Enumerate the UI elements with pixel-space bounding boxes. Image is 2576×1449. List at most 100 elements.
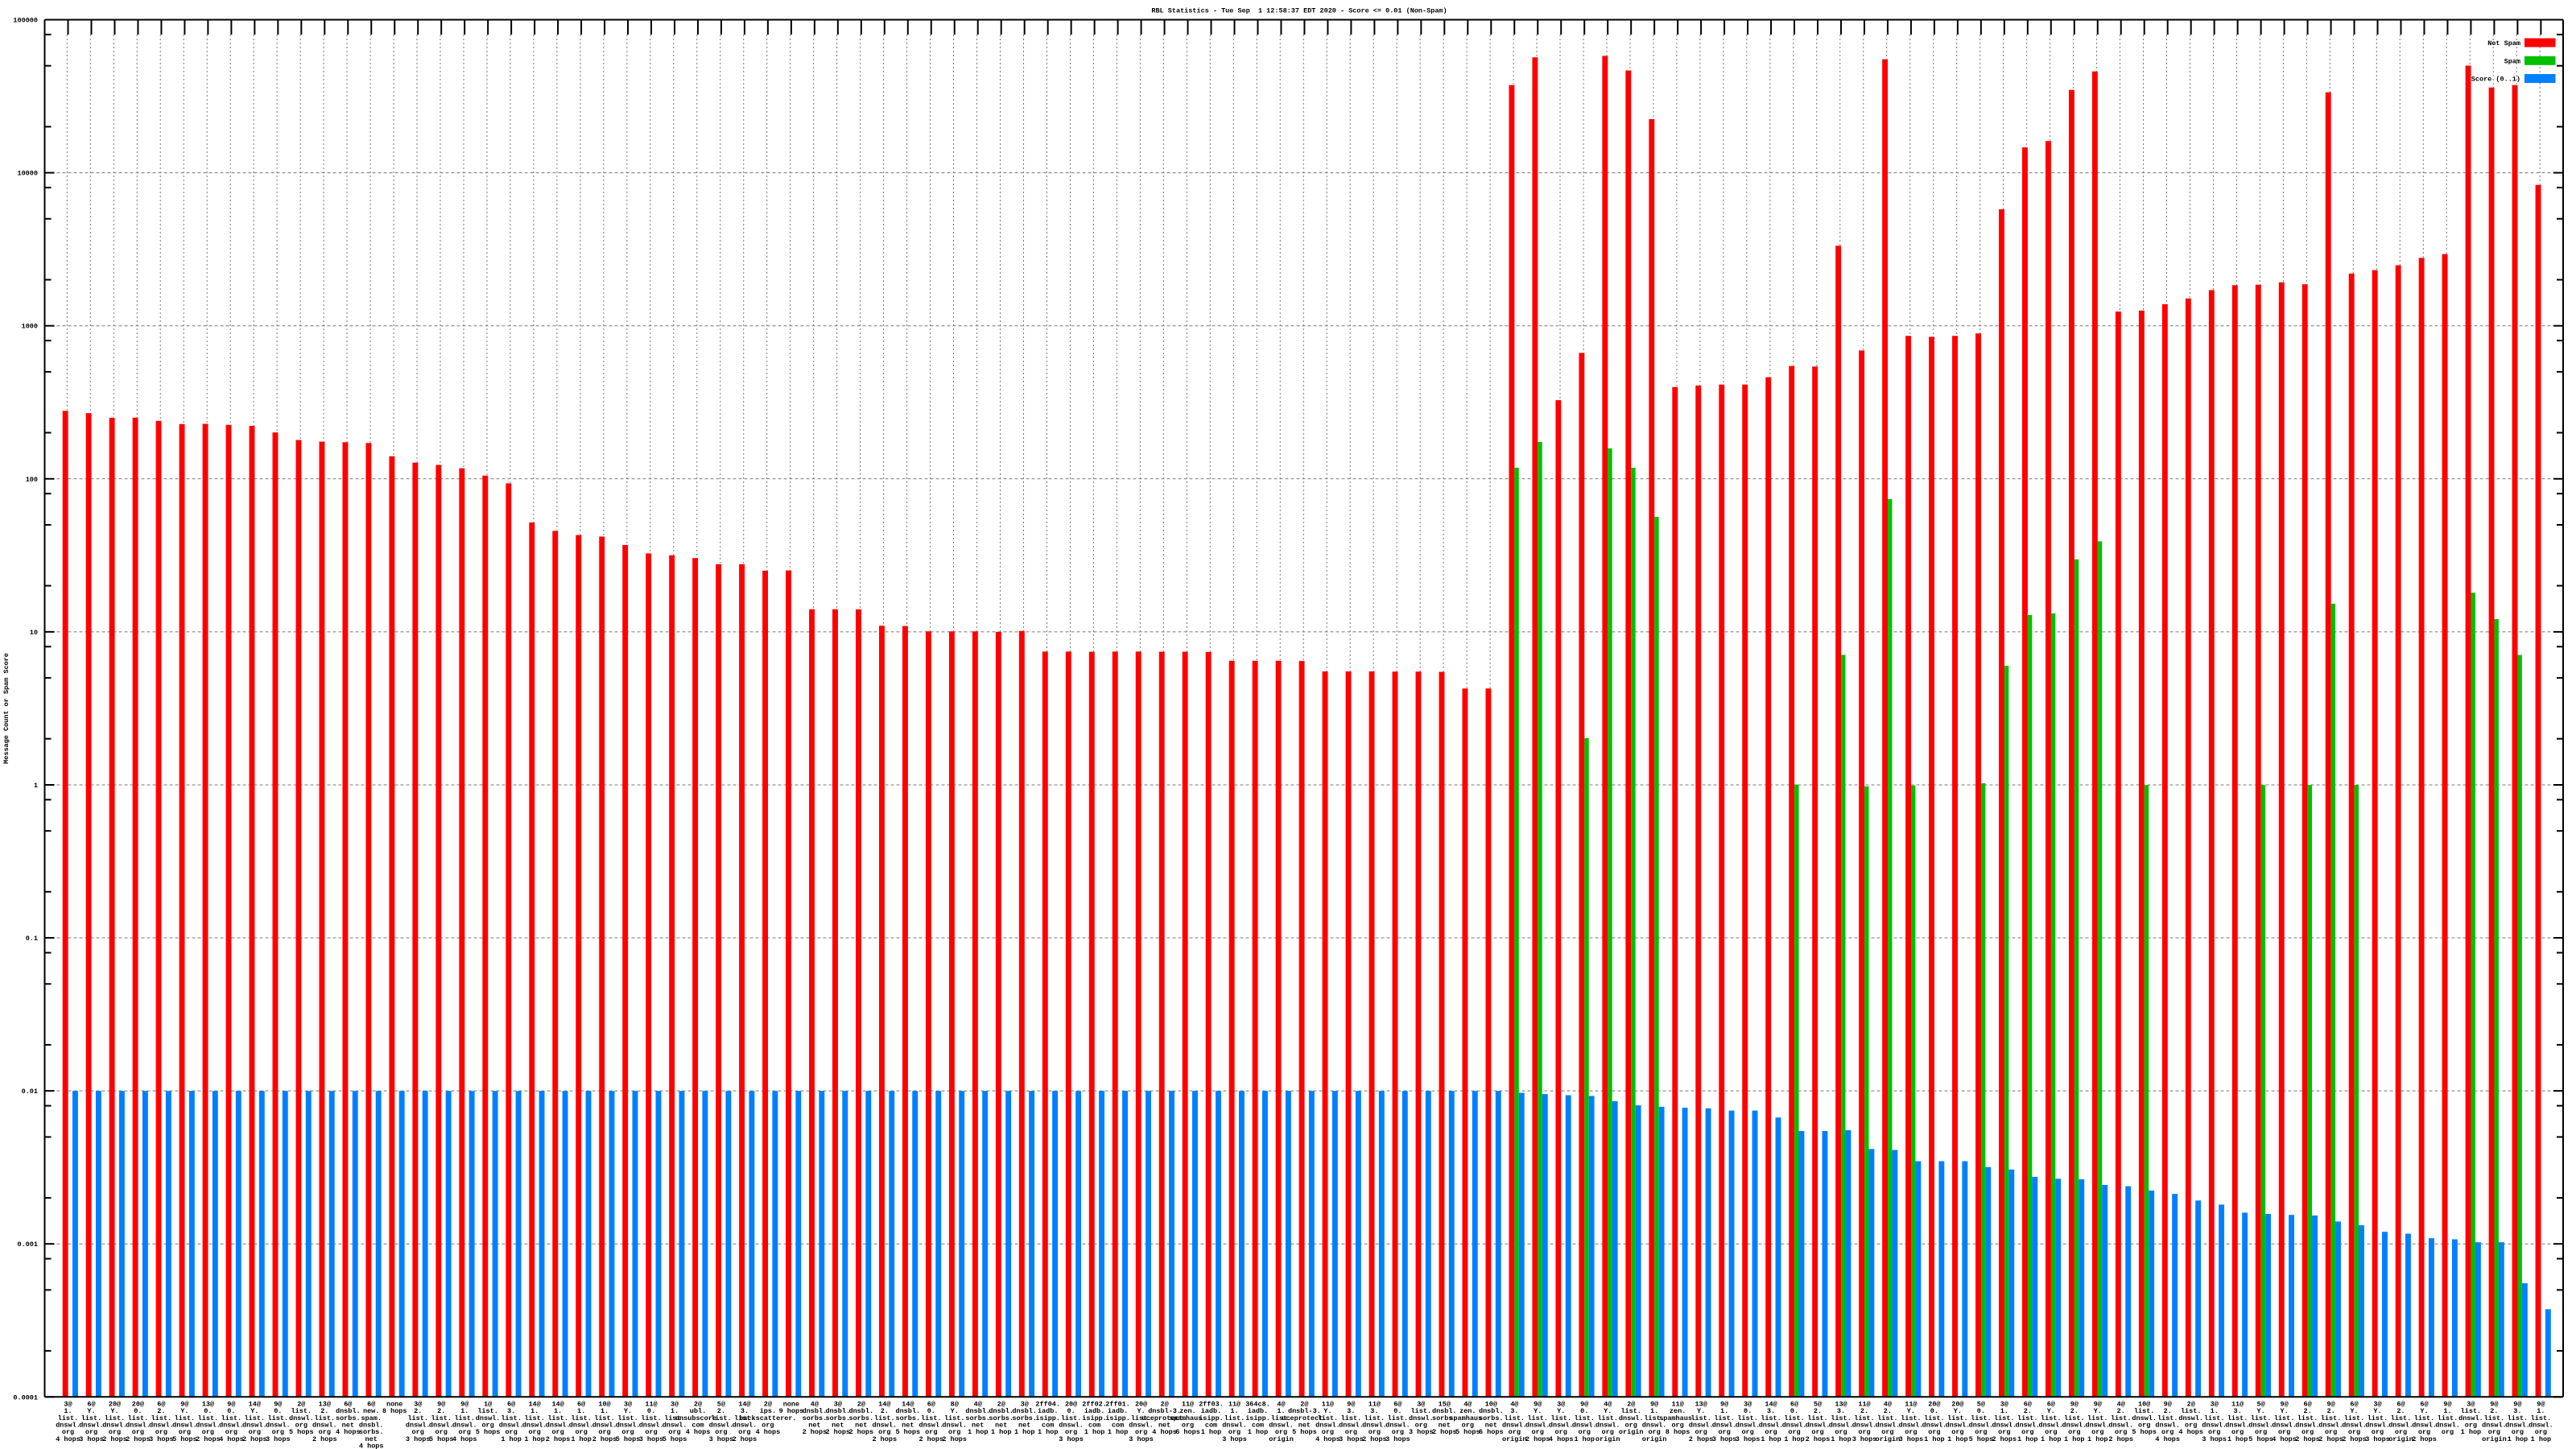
svg-text:20@: 20@ xyxy=(109,1401,121,1409)
svg-text:9@: 9@ xyxy=(180,1401,188,1409)
svg-text:none: none xyxy=(386,1401,402,1409)
svg-text:1: 1 xyxy=(34,782,38,790)
svg-text:4 hops: 4 hops xyxy=(359,1443,384,1449)
svg-text:14@: 14@ xyxy=(528,1401,540,1409)
svg-text:org: org xyxy=(2372,1428,2384,1436)
svg-text:1 hop: 1 hop xyxy=(1831,1435,1852,1443)
svg-text:iadb.: iadb. xyxy=(1038,1407,1059,1415)
svg-text:dnswl.: dnswl. xyxy=(1619,1414,1644,1422)
svg-text:dnswl.: dnswl. xyxy=(1269,1422,1294,1430)
svg-text:dnswl.: dnswl. xyxy=(1736,1422,1761,1430)
svg-text:1 hop: 1 hop xyxy=(1784,1435,1805,1443)
svg-text:13@: 13@ xyxy=(319,1401,331,1409)
svg-text:2.: 2. xyxy=(2396,1407,2405,1415)
svg-text:1 hop: 1 hop xyxy=(1014,1428,1035,1436)
svg-text:org: org xyxy=(1345,1428,1357,1436)
svg-text:6@: 6@ xyxy=(927,1401,935,1409)
svg-text:list.: list. xyxy=(501,1414,522,1422)
svg-text:11@: 11@ xyxy=(1858,1401,1870,1409)
svg-text:net: net xyxy=(1158,1422,1170,1430)
svg-text:org: org xyxy=(1135,1428,1147,1436)
svg-text:list.: list. xyxy=(1901,1414,1922,1422)
svg-text:iadb.: iadb. xyxy=(1108,1407,1129,1415)
svg-text:org: org xyxy=(179,1428,191,1436)
svg-text:3 hops: 3 hops xyxy=(1736,1435,1761,1443)
svg-text:dnswl.: dnswl. xyxy=(266,1422,291,1430)
svg-text:org: org xyxy=(2301,1428,2314,1436)
svg-text:3 hops: 3 hops xyxy=(149,1435,174,1443)
svg-text:364c8.: 364c8. xyxy=(1245,1401,1270,1409)
svg-text:5 hops: 5 hops xyxy=(616,1435,641,1443)
svg-text:list.: list. xyxy=(268,1414,289,1422)
svg-text:list.: list. xyxy=(2017,1414,2038,1422)
svg-text:1 hop: 1 hop xyxy=(524,1435,545,1443)
svg-text:1.: 1. xyxy=(460,1407,469,1415)
svg-text:sorbs.: sorbs. xyxy=(848,1414,873,1422)
svg-text:dnswl.: dnswl. xyxy=(79,1422,104,1430)
svg-text:13@: 13@ xyxy=(1835,1401,1847,1409)
svg-text:dnswl.: dnswl. xyxy=(452,1422,477,1430)
svg-text:dnswl.: dnswl. xyxy=(2132,1414,2157,1422)
svg-text:2 hops: 2 hops xyxy=(102,1435,127,1443)
svg-text:0.: 0. xyxy=(274,1407,282,1415)
svg-text:list.: list. xyxy=(2111,1414,2132,1422)
svg-text:org: org xyxy=(1741,1428,1753,1436)
svg-text:1.: 1. xyxy=(530,1407,539,1415)
svg-text:6@: 6@ xyxy=(157,1401,165,1409)
svg-text:14@: 14@ xyxy=(249,1401,261,1409)
svg-text:com: com xyxy=(1205,1422,1217,1430)
svg-text:list.: list. xyxy=(874,1414,895,1422)
svg-text:org: org xyxy=(1275,1428,1287,1436)
svg-text:sorbs.: sorbs. xyxy=(1479,1414,1504,1422)
svg-text:sorbs.: sorbs. xyxy=(989,1414,1013,1422)
svg-text:dnswl.: dnswl. xyxy=(406,1422,431,1430)
svg-text:list.: list. xyxy=(1644,1414,1665,1422)
svg-text:list.: list. xyxy=(2041,1414,2062,1422)
svg-text:net: net xyxy=(365,1435,378,1443)
svg-text:sorbs.: sorbs. xyxy=(803,1414,828,1422)
svg-text:dnsbl.: dnsbl. xyxy=(336,1407,361,1415)
svg-text:com: com xyxy=(1042,1422,1054,1430)
svg-text:org: org xyxy=(249,1428,261,1436)
svg-text:1 hop: 1 hop xyxy=(1084,1428,1105,1436)
svg-text:Y.: Y. xyxy=(1697,1407,1705,1415)
svg-text:5@: 5@ xyxy=(2256,1401,2264,1409)
svg-text:0.: 0. xyxy=(1790,1407,1798,1415)
svg-text:2.: 2. xyxy=(1860,1407,1868,1415)
svg-text:org: org xyxy=(878,1428,890,1436)
svg-text:0.01: 0.01 xyxy=(22,1088,38,1096)
svg-text:list.: list. xyxy=(1574,1414,1595,1422)
svg-text:2ff04.: 2ff04. xyxy=(1035,1401,1060,1409)
svg-text:3@: 3@ xyxy=(1021,1401,1029,1409)
svg-text:100000: 100000 xyxy=(13,17,38,25)
svg-text:9@: 9@ xyxy=(2490,1401,2498,1409)
svg-text:1 hop: 1 hop xyxy=(2017,1435,2038,1443)
svg-text:org: org xyxy=(925,1428,937,1436)
svg-text:list.: list. xyxy=(1271,1414,1292,1422)
svg-text:2@: 2@ xyxy=(997,1401,1005,1409)
svg-text:100: 100 xyxy=(26,476,38,484)
svg-text:isipp.: isipp. xyxy=(1105,1414,1130,1422)
svg-text:3@: 3@ xyxy=(64,1401,72,1409)
svg-text:3 hops: 3 hops xyxy=(1385,1435,1410,1443)
svg-text:Not Spam: Not Spam xyxy=(2487,39,2520,47)
svg-text:dnswl.: dnswl. xyxy=(2272,1422,2297,1430)
svg-text:list.: list. xyxy=(1831,1414,1852,1422)
svg-text:org: org xyxy=(85,1428,97,1436)
svg-text:origin: origin xyxy=(1876,1435,1901,1443)
svg-text:org: org xyxy=(1998,1428,2010,1436)
svg-text:list.: list. xyxy=(2344,1414,2365,1422)
svg-text:Y.: Y. xyxy=(1323,1407,1331,1415)
svg-text:org: org xyxy=(1415,1422,1427,1430)
svg-text:20@: 20@ xyxy=(1065,1401,1077,1409)
svg-text:3.: 3. xyxy=(507,1407,515,1415)
svg-text:list.: list. xyxy=(1527,1414,1548,1422)
svg-text:6@: 6@ xyxy=(2303,1401,2311,1409)
svg-text:list.: list. xyxy=(58,1414,79,1422)
svg-text:org: org xyxy=(738,1428,750,1436)
svg-text:spamhaus.: spamhaus. xyxy=(1170,1414,1207,1422)
svg-text:dnswl.: dnswl. xyxy=(1876,1422,1901,1430)
svg-text:dnswl.: dnswl. xyxy=(1339,1422,1364,1430)
svg-text:9@: 9@ xyxy=(2164,1401,2172,1409)
svg-text:2 hops: 2 hops xyxy=(2108,1435,2133,1443)
